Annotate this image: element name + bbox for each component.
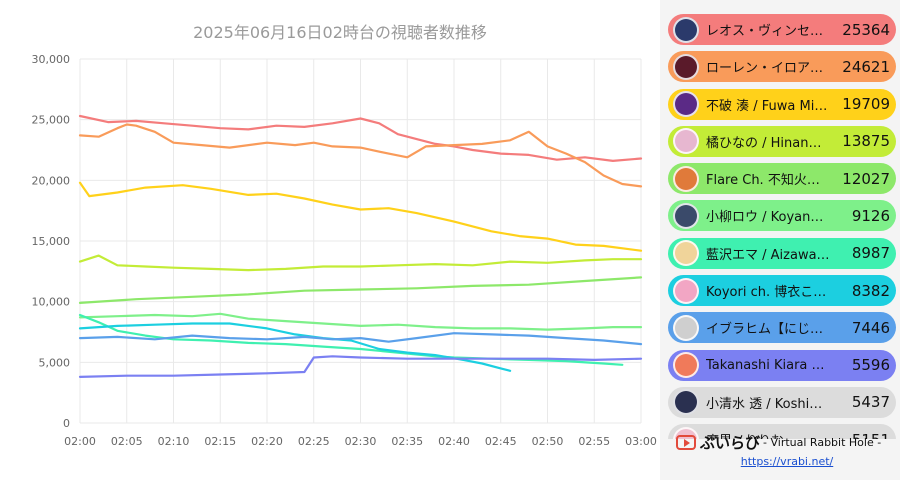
series-line-8 <box>78 322 512 372</box>
play-icon <box>676 435 696 450</box>
legend-name: レオス・ヴィンセ… <box>706 24 824 39</box>
legend-name: Flare Ch. 不知火… <box>706 173 820 189</box>
brand-subtitle: - Virtual Rabbit Hole - <box>763 436 882 449</box>
legend-item[interactable]: 橘ひなの / Hinan… 13875 <box>668 125 896 157</box>
avatar <box>673 352 699 379</box>
x-tick-label: 02:30 <box>345 435 377 448</box>
legend-item[interactable]: 不破 湊 / Fuwa Mi… 19709 <box>668 88 896 120</box>
series-line-5 <box>78 276 643 304</box>
legend-item[interactable]: Flare Ch. 不知火… 12027 <box>668 163 896 195</box>
footer-logo: ぶいらび - Virtual Rabbit Hole - <box>676 432 898 453</box>
y-tick-label: 20,000 <box>32 174 71 187</box>
avatar <box>673 240 699 267</box>
legend-value: 25364 <box>842 20 890 39</box>
y-tick-label: 5,000 <box>39 356 71 369</box>
y-tick-label: 10,000 <box>32 296 71 309</box>
x-tick-label: 02:45 <box>485 435 517 448</box>
series-line-2 <box>78 123 643 188</box>
legend-item[interactable]: 藍沢エマ / Aizawa … 8987 <box>668 237 896 269</box>
legend-value: 8987 <box>851 244 890 263</box>
site-link[interactable]: https://vrabi.net/ <box>740 455 834 468</box>
legend-name: 橘ひなの / Hinan… <box>706 135 822 151</box>
x-tick-label: 02:50 <box>532 435 564 448</box>
legend-value: 9126 <box>851 206 890 225</box>
legend-value: 5437 <box>851 393 890 412</box>
avatar <box>673 53 699 80</box>
x-tick-label: 02:10 <box>158 435 190 448</box>
x-tick-label: 03:00 <box>625 435 657 448</box>
footer: ぶいらび - Virtual Rabbit Hole - https://vra… <box>676 432 898 478</box>
series-line-4 <box>78 254 643 272</box>
avatar <box>673 389 699 416</box>
brand-name: ぶいらび <box>700 434 761 452</box>
series-line-1 <box>78 114 643 162</box>
avatar <box>673 277 699 304</box>
legend-item[interactable]: ローレン・イロア… 24621 <box>668 51 896 83</box>
legend-name: 藍沢エマ / Aizawa … <box>706 247 830 263</box>
x-tick-label: 02:55 <box>578 435 610 448</box>
series-line-6 <box>78 312 643 331</box>
y-tick-label: 25,000 <box>32 114 71 127</box>
legend-name: イブラヒム【にじ… <box>706 322 824 338</box>
x-tick-label: 02:15 <box>204 435 236 448</box>
legend-value: 5596 <box>851 356 890 375</box>
legend-item[interactable]: 魔界ノりりむ5151 <box>668 424 896 439</box>
legend-item[interactable]: レオス・ヴィンセ… 25364 <box>668 14 896 45</box>
legend-name: 小清水 透 / Koshim… <box>706 396 830 412</box>
legend-value: 7446 <box>851 318 890 337</box>
legend-item[interactable]: 小清水 透 / Koshim… 5437 <box>668 386 896 418</box>
x-tick-label: 02:00 <box>64 435 96 448</box>
legend-name: 不破 湊 / Fuwa Mi… <box>706 98 828 114</box>
avatar <box>673 128 699 155</box>
series-line-9 <box>78 332 643 346</box>
legend-value: 24621 <box>842 57 890 76</box>
y-tick-label: 30,000 <box>32 53 71 66</box>
series-line-3 <box>78 181 643 252</box>
x-tick-label: 02:05 <box>111 435 143 448</box>
series-line-7 <box>78 313 624 366</box>
legend-name: Koyori ch. 博衣こ… <box>706 285 827 301</box>
legend-value: 19709 <box>842 95 890 114</box>
legend-item[interactable]: イブラヒム【にじ… 7446 <box>668 312 896 344</box>
avatar <box>673 16 699 43</box>
x-tick-label: 02:40 <box>438 435 470 448</box>
legend-value: 8382 <box>851 281 890 300</box>
x-tick-label: 02:35 <box>391 435 423 448</box>
series-layer <box>78 114 643 378</box>
legend-value: 5151 <box>852 431 890 439</box>
legend-panel: レオス・ヴィンセ… 25364 ローレン・イロア… 24621 不破 湊 / Fuwa … <box>668 14 896 439</box>
chart-title: 2025年06月16日02時台の視聴者数推移 <box>193 23 487 42</box>
legend-name: 小柳ロウ / Koyana… <box>706 210 830 226</box>
legend-name: ローレン・イロア… <box>706 61 824 77</box>
avatar <box>673 202 699 229</box>
legend-value: 12027 <box>842 169 890 188</box>
grid-layer <box>79 58 642 424</box>
line-chart: 2025年06月16日02時台の視聴者数推移 0 5,000 10,000 15,00… <box>32 23 657 448</box>
axis-layer: 0 5,000 10,000 15,000 20,000 25,000 30,000 02:0… <box>32 53 657 448</box>
legend-name: Takanashi Kiara C… <box>706 357 830 373</box>
y-tick-label: 15,000 <box>32 235 71 248</box>
x-tick-label: 02:20 <box>251 435 283 448</box>
y-tick-label: 0 <box>63 417 70 430</box>
avatar <box>673 165 699 192</box>
chart-panel: 2025年06月16日02時台の視聴者数推移 0 5,000 10,000 15,00… <box>0 0 660 480</box>
avatar <box>673 91 699 118</box>
x-tick-label: 02:25 <box>298 435 330 448</box>
legend-item[interactable]: Koyori ch. 博衣こ… 8382 <box>668 275 896 307</box>
legend-item[interactable]: Takanashi Kiara C… 5596 <box>668 349 896 381</box>
legend-value: 13875 <box>842 132 890 151</box>
series-line-10 <box>78 355 643 378</box>
legend-item[interactable]: 小柳ロウ / Koyana… 9126 <box>668 200 896 232</box>
avatar <box>673 314 699 341</box>
